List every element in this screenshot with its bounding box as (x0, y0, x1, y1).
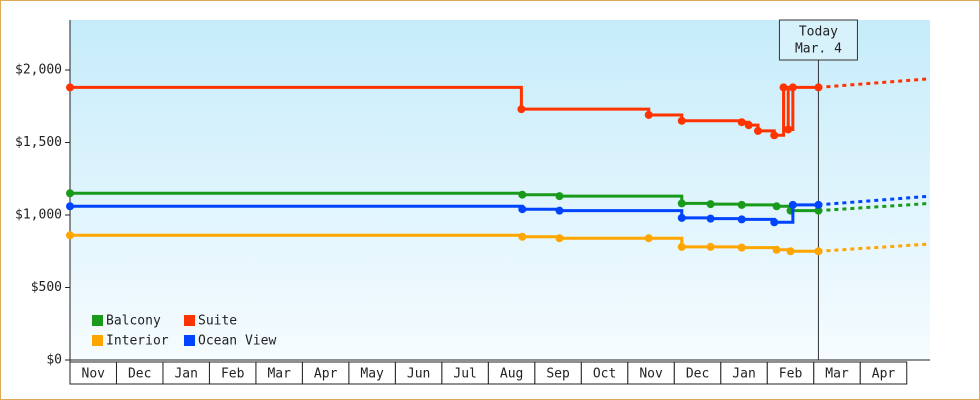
price-point (706, 214, 715, 223)
price-point (66, 231, 74, 240)
price-point (677, 242, 686, 251)
x-tick-label: Oct (593, 367, 616, 382)
legend-swatch (184, 335, 195, 346)
today-box (778, 19, 858, 61)
x-tick-label: Aug (500, 367, 523, 382)
price-point (518, 232, 527, 241)
x-tick-label: Nov (82, 367, 106, 382)
price-point (786, 247, 795, 256)
price-point (737, 243, 746, 252)
x-tick-label: Dec (128, 367, 151, 382)
price-point (737, 215, 746, 224)
price-point (555, 234, 564, 243)
x-tick-label: Jan (732, 367, 755, 382)
x-tick-label: Mar (267, 367, 291, 382)
price-point (677, 199, 686, 208)
forecast-line (818, 201, 931, 213)
price-point (66, 189, 74, 198)
price-point (814, 247, 823, 256)
legend-swatch (92, 315, 103, 326)
x-tick-label: Apr (872, 367, 896, 382)
price-point (737, 118, 746, 127)
price-point (66, 83, 74, 92)
x-tick-label: Mar (825, 367, 849, 382)
legend-label: Ocean View (198, 334, 276, 349)
forecast-line (818, 194, 931, 207)
legend-label: Suite (198, 314, 237, 329)
price-point (555, 192, 564, 201)
y-tick-label: $500 (31, 280, 62, 295)
month-cell (859, 361, 908, 385)
price-point (517, 105, 526, 114)
forecast-line (818, 77, 931, 89)
x-tick-label: Jun (407, 367, 430, 382)
price-point (814, 206, 823, 215)
price-point (737, 200, 746, 209)
x-tick-label: Feb (779, 367, 803, 382)
x-tick-label: Apr (314, 367, 338, 382)
price-point (706, 242, 715, 251)
y-tick-label: $0 (46, 353, 62, 368)
price-point (518, 190, 527, 199)
plot-area (70, 20, 930, 360)
x-tick-label: Feb (221, 367, 245, 382)
price-point (677, 213, 686, 222)
legend-label: Balcony (106, 314, 161, 329)
forecast-line (818, 242, 931, 253)
price-point (518, 205, 527, 214)
price-point (644, 110, 653, 119)
price-point (772, 245, 781, 254)
price-point (784, 125, 793, 134)
today-label: Mar. 4 (795, 42, 842, 57)
price-point (779, 83, 788, 92)
legend-swatch (92, 335, 103, 346)
x-tick-label: Jan (174, 367, 197, 382)
y-tick-label: $1,500 (15, 135, 62, 150)
price-point (770, 131, 779, 140)
price-point (788, 83, 797, 92)
price-point (706, 200, 715, 209)
x-tick-label: May (360, 367, 384, 382)
price-point (555, 206, 564, 215)
x-tick-label: Nov (639, 367, 663, 382)
y-tick-label: $1,000 (15, 208, 62, 223)
price-point (677, 116, 686, 125)
price-line (70, 233, 819, 253)
y-tick-label: $2,000 (15, 63, 62, 78)
price-point (744, 121, 753, 130)
today-label: Today (799, 25, 838, 40)
price-point (788, 200, 797, 209)
legend-label: Interior (106, 334, 169, 349)
x-tick-label: Dec (686, 367, 709, 382)
price-point (770, 218, 779, 227)
price-point (644, 234, 653, 243)
price-point (772, 202, 781, 211)
price-point (814, 83, 823, 92)
price-point (66, 202, 74, 211)
x-tick-label: Sep (546, 367, 570, 382)
price-point (814, 200, 823, 209)
legend-swatch (184, 315, 195, 326)
x-tick-label: Jul (453, 367, 476, 382)
price-point (754, 126, 762, 135)
